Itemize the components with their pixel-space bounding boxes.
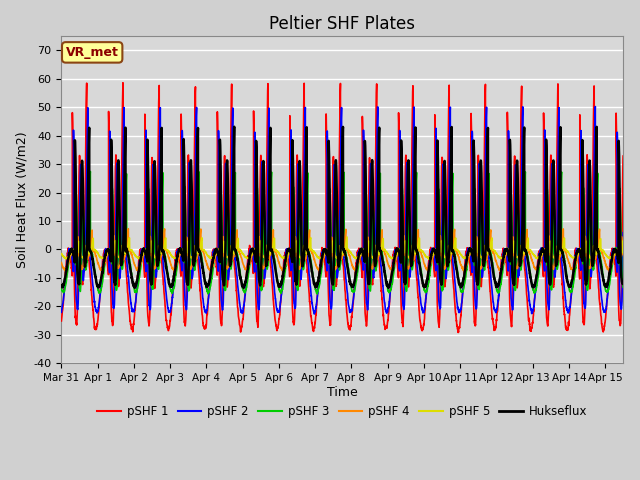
Legend: pSHF 1, pSHF 2, pSHF 3, pSHF 4, pSHF 5, Hukseflux: pSHF 1, pSHF 2, pSHF 3, pSHF 4, pSHF 5, … bbox=[93, 400, 592, 423]
Title: Peltier SHF Plates: Peltier SHF Plates bbox=[269, 15, 415, 33]
Y-axis label: Soil Heat Flux (W/m2): Soil Heat Flux (W/m2) bbox=[15, 132, 28, 268]
X-axis label: Time: Time bbox=[327, 386, 358, 399]
Text: VR_met: VR_met bbox=[66, 46, 118, 59]
